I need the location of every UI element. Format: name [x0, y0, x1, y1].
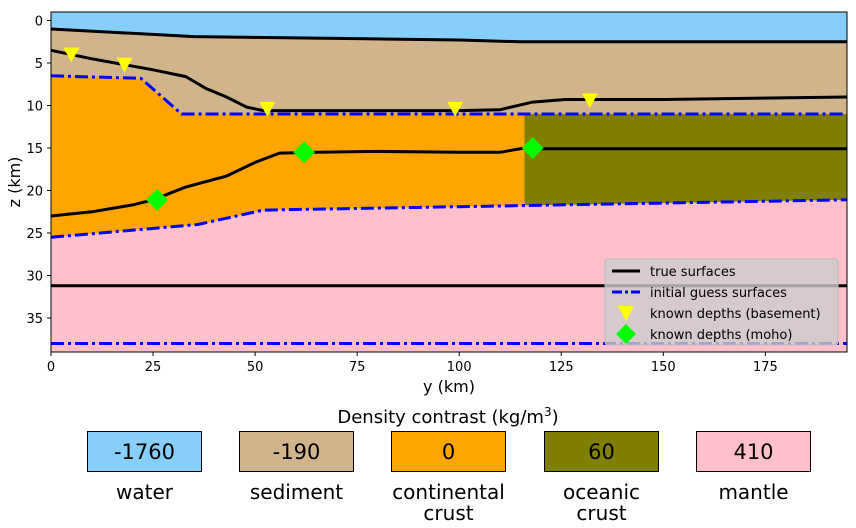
- density-value: 0: [441, 439, 456, 464]
- y-axis-label: z (km): [5, 157, 24, 208]
- basement-depth-marker-1: [116, 57, 133, 73]
- basement-depth-marker-2: [259, 101, 276, 117]
- density-layer-label: sediment: [249, 480, 344, 504]
- density-value: -190: [272, 439, 321, 464]
- density-value: 410: [733, 439, 774, 464]
- moho-depth-marker-1: [293, 141, 316, 164]
- y-tick-label: 10: [26, 100, 43, 115]
- legend-label: known depths (basement): [650, 307, 821, 322]
- legend-frame: [604, 258, 839, 346]
- legend-label: initial guess surfaces: [650, 286, 787, 301]
- legend-label: known depths (moho): [650, 328, 792, 343]
- moho-depth-marker-2: [521, 137, 544, 159]
- model-cross-section-chart: 0 25 50 75 100 125 150 175 0 5 10 15 20 25 30 35 y (km…: [5, 11, 848, 396]
- x-tick-label: 125: [549, 360, 574, 375]
- density-value: 60: [588, 439, 615, 464]
- y-tick-label: 20: [26, 185, 43, 200]
- y-tick-label: 35: [26, 312, 43, 327]
- density-layer-label: continental crust: [392, 480, 505, 525]
- x-tick-label: 0: [47, 360, 55, 375]
- y-axis-ticks: 0 5 10 15 20 25 30 35: [26, 15, 51, 327]
- x-tick-label: 50: [247, 360, 264, 375]
- sediment-layer: [51, 29, 847, 114]
- initial-guess-surface-1: [50, 198, 848, 239]
- y-tick-label: 0: [35, 15, 43, 30]
- x-axis-label: y (km): [423, 377, 475, 396]
- basement-depth-marker-3: [447, 101, 464, 117]
- x-tick-label: 75: [349, 360, 366, 375]
- x-tick-label: 25: [145, 360, 162, 375]
- true-surface-0: [50, 27, 847, 44]
- basement-depth-marker-4: [581, 93, 598, 109]
- density-layer-label: mantle: [718, 480, 789, 504]
- true-surface-2: [50, 146, 847, 218]
- density-layer-label: oceanic crust: [562, 480, 641, 525]
- legend-label: true surfaces: [650, 265, 736, 280]
- density-layer-label: water: [116, 480, 173, 504]
- water-layer: [51, 12, 847, 42]
- density-box-continental: 0: [391, 431, 506, 472]
- density-box-water: -1760: [87, 431, 202, 472]
- moho-depth-marker-0: [146, 188, 169, 211]
- density-box-mantle: 410: [696, 431, 811, 472]
- density-layers: [51, 12, 847, 352]
- y-tick-label: 30: [26, 270, 43, 285]
- density-box-oceanic: 60: [544, 431, 659, 472]
- known-depth-markers: [63, 47, 598, 211]
- true-surface-1: [50, 48, 848, 113]
- oceanic-crust-layer: [524, 114, 847, 206]
- plot-frame: [50, 11, 848, 353]
- density-contrast-title: Density contrast (kg/m3): [337, 405, 559, 428]
- basement-depth-marker-0: [63, 47, 80, 63]
- y-tick-label: 25: [26, 227, 43, 242]
- density-value: -1760: [113, 439, 176, 464]
- density-box-sediment: -190: [239, 431, 354, 472]
- x-tick-label: 100: [447, 360, 472, 375]
- surface-lines: [50, 27, 848, 345]
- y-tick-label: 15: [26, 142, 43, 157]
- chart-legend: true surfaces initial guess surfaces known…: [604, 258, 839, 346]
- legend-swatch-basement: [618, 306, 634, 321]
- x-tick-label: 150: [651, 360, 676, 375]
- y-tick-label: 5: [35, 57, 43, 72]
- legend-swatch-moho: [616, 324, 636, 344]
- x-axis-ticks: 0 25 50 75 100 125 150 175: [47, 352, 778, 375]
- x-tick-label: 175: [753, 360, 778, 375]
